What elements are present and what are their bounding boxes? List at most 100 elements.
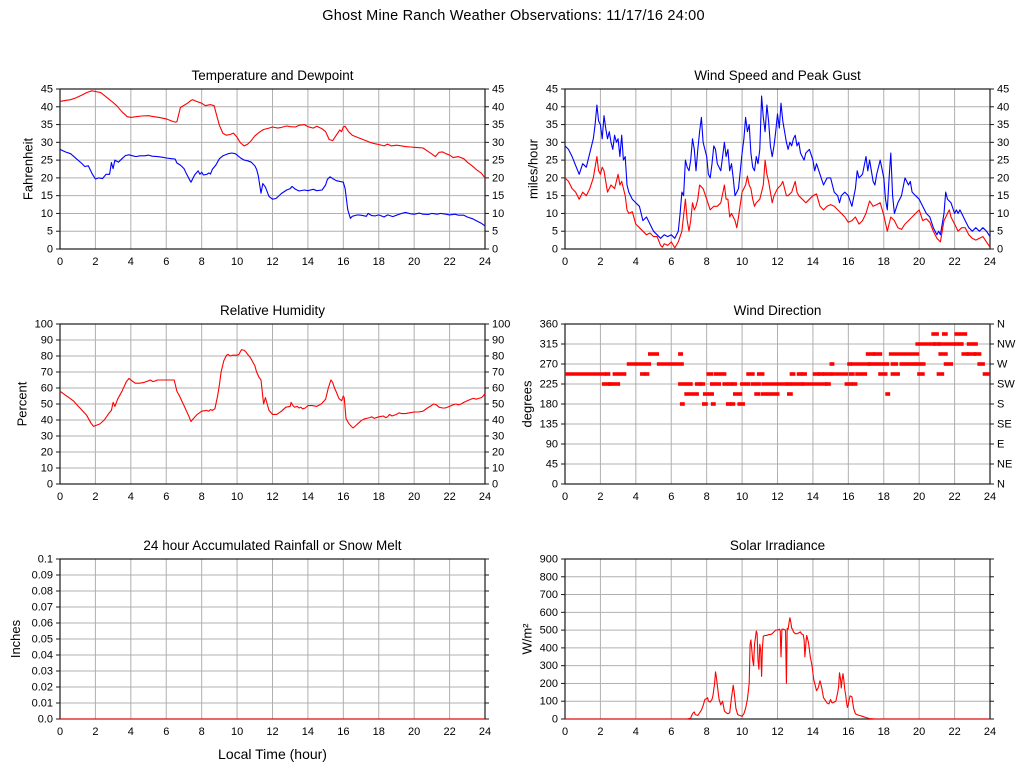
y-tick-label: 40 bbox=[41, 415, 53, 427]
y-tick-label: 0.1 bbox=[38, 554, 53, 566]
y-axis-label: degrees bbox=[519, 380, 534, 427]
y2-tick-label: 35 bbox=[492, 119, 504, 131]
y2-tick-label: 70 bbox=[492, 367, 504, 379]
x-tick-label: 14 bbox=[302, 256, 314, 268]
y2-tick-label: 100 bbox=[492, 319, 510, 331]
page-title: Ghost Mine Ranch Weather Observations: 1… bbox=[322, 8, 705, 24]
rainfall-plot: 0.0 0.01 0.02 0.03 0.04 0.05 0.06 0.07 0.08 0.09 0… bbox=[8, 538, 491, 762]
x-tick-label: 12 bbox=[266, 726, 278, 738]
y-tick-label: 0.04 bbox=[32, 650, 53, 662]
x-tick-label: 6 bbox=[163, 491, 169, 503]
series-wind_direction bbox=[565, 332, 990, 406]
y-tick-label: 0 bbox=[552, 479, 558, 491]
y2-tick-label: 40 bbox=[997, 101, 1009, 113]
x-tick-label: 10 bbox=[231, 726, 243, 738]
y-tick-label: 15 bbox=[41, 190, 53, 202]
y2-tick-label: 10 bbox=[997, 208, 1009, 220]
y2-tick-label: 0 bbox=[492, 479, 498, 491]
y-tick-label: 40 bbox=[546, 101, 558, 113]
series-relative-humidity bbox=[59, 349, 486, 429]
y-tick-label: 0 bbox=[552, 714, 558, 726]
y2-tick-label: N bbox=[997, 479, 1005, 491]
x-tick-label: 10 bbox=[736, 726, 748, 738]
chart-wind-speed-gust: 0 5 10 15 20 25 30 35 40 45 0 5 10 15 20 25 30 35 40 45 0 2 4 6… bbox=[505, 62, 1027, 296]
y2-tick-label: 80 bbox=[492, 351, 504, 363]
y-tick-label: 135 bbox=[540, 419, 558, 431]
y-tick-label: 180 bbox=[540, 399, 558, 411]
x-tick-label: 0 bbox=[57, 491, 63, 503]
x-tick-label: 22 bbox=[443, 726, 455, 738]
y2-tick-label: 25 bbox=[492, 155, 504, 167]
y-axis-label: miles/hour bbox=[526, 138, 541, 199]
y-tick-label: 5 bbox=[552, 226, 558, 238]
x-tick-label: 8 bbox=[199, 491, 205, 503]
x-tick-label: 18 bbox=[878, 256, 890, 268]
x-tick-label: 24 bbox=[479, 491, 491, 503]
grid bbox=[564, 558, 991, 720]
y-tick-label: 900 bbox=[540, 554, 558, 566]
chart-solar-irradiance: 0 100 200 300 400 500 600 700 800 900 0 2 4 6 8 10 12 14 1… bbox=[505, 532, 1027, 766]
y-tick-label: 0 bbox=[552, 244, 558, 256]
y2-tick-label: E bbox=[997, 439, 1004, 451]
y-tick-label: 10 bbox=[41, 463, 53, 475]
y-tick-label: 315 bbox=[540, 339, 558, 351]
x-tick-label: 22 bbox=[948, 491, 960, 503]
y2-tick-label: SE bbox=[997, 419, 1012, 431]
x-tick-label: 2 bbox=[92, 726, 98, 738]
y-tick-label: 90 bbox=[546, 439, 558, 451]
y2-tick-label: 40 bbox=[492, 415, 504, 427]
y-axis-label: Percent bbox=[14, 381, 29, 426]
y2-tick-label: N bbox=[997, 319, 1005, 331]
y-tick-label: 400 bbox=[540, 642, 558, 654]
y-tick-label: 600 bbox=[540, 607, 558, 619]
y-tick-label: 0 bbox=[47, 244, 53, 256]
x-tick-label: 2 bbox=[92, 256, 98, 268]
x-tick-label: 2 bbox=[597, 256, 603, 268]
x-tick-label: 6 bbox=[163, 726, 169, 738]
y-tick-label: 50 bbox=[41, 399, 53, 411]
y-tick-label: 0.06 bbox=[32, 618, 53, 630]
y-tick-label: 100 bbox=[540, 696, 558, 708]
x-tick-label: 0 bbox=[562, 256, 568, 268]
grid bbox=[59, 558, 486, 720]
grid bbox=[564, 88, 991, 250]
y-tick-label: 200 bbox=[540, 678, 558, 690]
x-tick-label: 12 bbox=[266, 491, 278, 503]
x-tick-label: 6 bbox=[163, 256, 169, 268]
x-tick-label: 8 bbox=[199, 256, 205, 268]
x-tick-label: 16 bbox=[337, 256, 349, 268]
y-tick-label: 35 bbox=[546, 119, 558, 131]
x-tick-label: 14 bbox=[807, 726, 819, 738]
chart-wind-direction: 0 45 90 135 180 225 270 315 360 N NE E SE S SW W NW N 0 2 4 6… bbox=[505, 297, 1027, 531]
humidity-plot: 0102030405060708090100010203040506070809… bbox=[14, 303, 510, 503]
axis-ticks bbox=[561, 88, 994, 250]
x-tick-label: 0 bbox=[57, 726, 63, 738]
x-tick-label: 18 bbox=[373, 726, 385, 738]
y2-tick-label: 40 bbox=[492, 101, 504, 113]
series-wind-speed bbox=[564, 156, 991, 249]
y-tick-label: 300 bbox=[540, 660, 558, 672]
x-tick-label: 0 bbox=[562, 726, 568, 738]
axis-ticks bbox=[56, 558, 489, 720]
y-tick-label: 225 bbox=[540, 379, 558, 391]
y-tick-label: 45 bbox=[546, 84, 558, 96]
x-tick-label: 12 bbox=[771, 726, 783, 738]
x-tick-label: 2 bbox=[597, 491, 603, 503]
y-tick-label: 500 bbox=[540, 625, 558, 637]
series-temperature bbox=[59, 90, 486, 179]
chart-temperature-dewpoint: 0 5 10 15 20 25 30 35 40 45 0 5 10 15 20 25 30 35 40 45 0 2 4 6… bbox=[0, 62, 525, 296]
y-tick-label: 0.03 bbox=[32, 666, 53, 678]
y-tick-label: 100 bbox=[35, 319, 53, 331]
y-tick-label: 800 bbox=[540, 571, 558, 583]
grid bbox=[564, 323, 991, 485]
x-tick-label: 24 bbox=[479, 726, 491, 738]
y2-tick-label: SW bbox=[997, 379, 1015, 391]
y-tick-label: 45 bbox=[546, 459, 558, 471]
chart-title: 24 hour Accumulated Rainfall or Snow Mel… bbox=[143, 538, 401, 553]
plot-border bbox=[564, 88, 991, 250]
x-tick-label: 10 bbox=[736, 491, 748, 503]
y2-tick-label: 0 bbox=[997, 244, 1003, 256]
x-tick-label: 12 bbox=[771, 491, 783, 503]
